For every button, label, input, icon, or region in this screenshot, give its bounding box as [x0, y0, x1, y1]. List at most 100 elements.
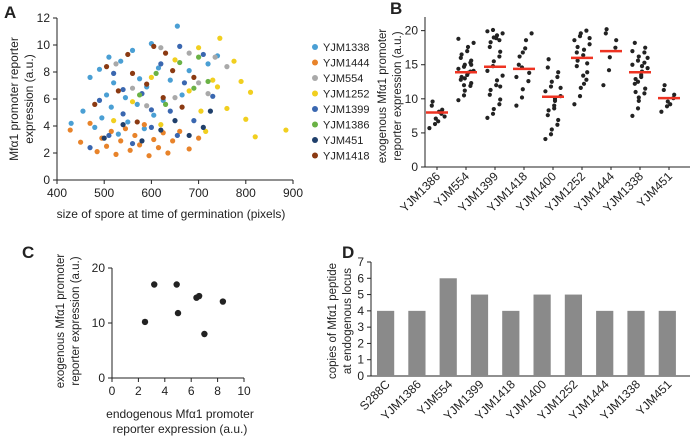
- data-point-yjm451: [158, 127, 164, 133]
- data-point-yjm1252: [224, 105, 230, 112]
- y-tick-label: 6: [43, 92, 50, 106]
- data-point: [635, 79, 641, 84]
- bar-yjm1399: [470, 294, 489, 376]
- data-point: [632, 81, 637, 86]
- data-point: [516, 62, 521, 67]
- legend-entry: YJM554: [323, 73, 363, 85]
- data-point-yjm1338: [96, 66, 103, 72]
- data-point: [219, 298, 227, 305]
- data-point: [485, 29, 490, 34]
- data-point-yjm1444: [94, 149, 100, 155]
- panel-label-c: C: [22, 243, 34, 262]
- data-point: [584, 77, 589, 82]
- legend-entry: YJM1386: [323, 120, 369, 132]
- data-point: [662, 83, 667, 88]
- data-point-yjm1338: [137, 76, 143, 82]
- x-axis-label: size of spore at time of germination (pi…: [57, 207, 286, 221]
- x-tick-label: YJM451: [633, 377, 674, 418]
- data-point: [469, 81, 474, 86]
- data-point: [440, 107, 445, 112]
- scatter-chart-spore-size: 0 2 4 6 8 10 12 400 500 600 700 800 900 size of spore…: [7, 11, 369, 221]
- data-point-yjm1338: [87, 74, 93, 80]
- data-point-yjm1338: [141, 126, 147, 132]
- data-point: [500, 73, 505, 78]
- legend-marker: [312, 121, 318, 128]
- data-point: [549, 79, 554, 84]
- data-point: [141, 318, 149, 326]
- legend-marker: [312, 106, 318, 112]
- data-point-yjm1252: [243, 116, 249, 122]
- data-point-yjm1444: [132, 132, 138, 139]
- bar-s288c: [377, 310, 395, 376]
- data-point: [587, 42, 592, 47]
- y-axis-label: reporter expression (a.u.): [392, 31, 404, 160]
- data-point: [642, 50, 647, 55]
- data-point: [429, 103, 434, 108]
- y-axis-label: exogenous Mfα1 promoter: [55, 254, 67, 389]
- data-point-yjm1386: [153, 70, 159, 76]
- data-point: [604, 27, 609, 32]
- data-point: [465, 44, 471, 50]
- data-point-yjm1338: [80, 108, 86, 114]
- data-point-yjm554: [205, 91, 211, 97]
- data-point-yjm1386: [191, 85, 197, 91]
- data-point: [601, 83, 606, 88]
- legend-entry: YJM1252: [323, 89, 369, 101]
- data-point-yjm1338: [111, 80, 117, 86]
- y-tick-label: 12: [37, 11, 51, 25]
- data-point-yjm1252: [247, 89, 254, 95]
- data-point-yjm1338: [134, 101, 140, 107]
- data-point-yjm1399: [148, 124, 154, 130]
- data-point: [636, 54, 641, 59]
- data-point-yjm1444: [155, 145, 162, 151]
- data-point-yjm1444: [146, 153, 152, 159]
- data-point: [639, 74, 644, 80]
- data-point-yjm1399: [148, 107, 154, 113]
- data-point: [497, 54, 502, 59]
- data-point: [572, 102, 577, 107]
- data-point: [584, 28, 589, 33]
- data-point-yjm1418: [125, 51, 131, 58]
- data-point-yjm1386: [205, 78, 211, 85]
- data-point: [558, 85, 563, 91]
- data-point: [487, 44, 492, 50]
- data-point-yjm554: [212, 54, 218, 60]
- data-point: [639, 63, 645, 69]
- data-point-yjm1386: [177, 59, 183, 66]
- data-point: [500, 31, 505, 36]
- data-point: [668, 102, 673, 107]
- data-point: [645, 66, 650, 71]
- data-point-yjm1418: [160, 95, 166, 101]
- data-point: [485, 115, 490, 121]
- data-point: [462, 62, 467, 67]
- legend-marker: [312, 152, 318, 159]
- data-point-yjm1418: [179, 104, 185, 110]
- data-point: [672, 92, 677, 97]
- data-point: [459, 52, 464, 57]
- data-point: [487, 92, 492, 97]
- data-point: [645, 55, 650, 61]
- y-axis-label: exogenous Mfα1 promoter: [377, 29, 389, 164]
- data-point: [456, 36, 461, 41]
- y-tick-label: 0: [98, 371, 105, 385]
- data-point-yjm1338: [129, 47, 136, 54]
- data-point: [456, 98, 461, 103]
- bar-chart-peptide-copies: 0 1 2 3 4 5 6 7 copies of Mfα1 peptide at endogen…: [327, 255, 690, 423]
- data-point: [173, 281, 180, 288]
- data-point-yjm1252: [172, 57, 178, 63]
- x-tick-label: 400: [47, 186, 67, 200]
- data-point: [488, 40, 493, 45]
- data-point-yjm1418: [129, 70, 136, 76]
- data-point: [497, 38, 502, 43]
- data-point-yjm1444: [113, 151, 119, 157]
- data-point: [497, 102, 502, 107]
- y-tick-label: 2: [43, 146, 50, 160]
- data-point-yjm1386: [137, 92, 143, 98]
- data-point-yjm554: [172, 95, 178, 101]
- data-point-yjm1399: [158, 61, 164, 67]
- data-point-yjm1444: [177, 128, 183, 134]
- data-point: [459, 74, 464, 80]
- data-point-yjm1338: [125, 119, 131, 125]
